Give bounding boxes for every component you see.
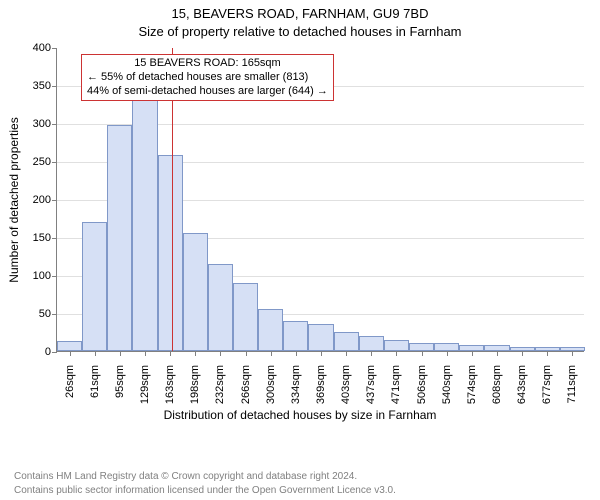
x-tick-label: 198sqm <box>189 363 201 404</box>
x-tick-mark <box>145 351 146 356</box>
chart-title-description: Size of property relative to detached ho… <box>0 24 600 39</box>
x-tick-mark <box>447 351 448 356</box>
y-tick-mark <box>52 276 57 277</box>
x-tick-label: 437sqm <box>365 363 377 404</box>
x-axis-label: Distribution of detached houses by size … <box>0 408 600 422</box>
x-tick-label: 95sqm <box>114 363 126 398</box>
bar <box>283 321 308 351</box>
x-tick-mark <box>396 351 397 356</box>
x-tick-label: 506sqm <box>416 363 428 404</box>
attribution-line-2: Contains public sector information licen… <box>14 485 396 496</box>
x-tick-label: 26sqm <box>64 363 76 398</box>
annotation-line-3: 44% of semi-detached houses are larger (… <box>87 85 328 99</box>
x-tick-mark <box>371 351 372 356</box>
x-tick-mark <box>246 351 247 356</box>
x-tick-label: 643sqm <box>516 363 528 404</box>
bar <box>258 309 283 351</box>
y-tick-label: 400 <box>33 42 51 54</box>
bar <box>82 222 107 351</box>
y-tick-label: 250 <box>33 156 51 168</box>
x-tick-label: 300sqm <box>265 363 277 404</box>
x-tick-mark <box>70 351 71 356</box>
x-tick-mark <box>572 351 573 356</box>
x-tick-mark <box>271 351 272 356</box>
bar <box>208 264 233 351</box>
y-tick-label: 150 <box>33 232 51 244</box>
bar <box>308 324 333 351</box>
x-tick-mark <box>547 351 548 356</box>
y-tick-label: 350 <box>33 80 51 92</box>
x-tick-label: 677sqm <box>541 363 553 404</box>
x-tick-mark <box>422 351 423 356</box>
x-tick-label: 403sqm <box>340 363 352 404</box>
bar <box>434 343 459 351</box>
x-tick-mark <box>472 351 473 356</box>
x-tick-label: 61sqm <box>89 363 101 398</box>
y-tick-mark <box>52 352 57 353</box>
y-tick-mark <box>52 238 57 239</box>
annotation-line-1: 15 BEAVERS ROAD: 165sqm <box>87 57 328 71</box>
chart-title-address: 15, BEAVERS ROAD, FARNHAM, GU9 7BD <box>0 6 600 21</box>
bar <box>158 155 183 351</box>
bar <box>359 336 384 351</box>
x-tick-mark <box>120 351 121 356</box>
bar <box>107 125 132 351</box>
bar <box>384 340 409 351</box>
x-tick-label: 163sqm <box>164 363 176 404</box>
x-tick-mark <box>220 351 221 356</box>
chart-area: Number of detached properties 0501001502… <box>0 42 600 412</box>
y-tick-label: 50 <box>39 308 51 320</box>
x-tick-label: 232sqm <box>214 363 226 404</box>
y-tick-mark <box>52 162 57 163</box>
attribution-line-1: Contains HM Land Registry data © Crown c… <box>14 471 357 482</box>
bar <box>409 343 434 351</box>
x-tick-mark <box>321 351 322 356</box>
bar <box>233 283 258 351</box>
x-tick-mark <box>296 351 297 356</box>
x-tick-mark <box>522 351 523 356</box>
x-tick-label: 334sqm <box>290 363 302 404</box>
bar <box>132 99 157 351</box>
x-tick-label: 129sqm <box>139 363 151 404</box>
y-tick-label: 300 <box>33 118 51 130</box>
x-tick-label: 471sqm <box>390 363 402 404</box>
annotation-box: 15 BEAVERS ROAD: 165sqm← 55% of detached… <box>81 54 334 101</box>
x-tick-mark <box>95 351 96 356</box>
x-tick-label: 711sqm <box>566 363 578 403</box>
x-tick-label: 540sqm <box>441 363 453 404</box>
x-tick-label: 574sqm <box>466 363 478 404</box>
y-tick-label: 0 <box>45 346 51 358</box>
x-tick-mark <box>346 351 347 356</box>
y-tick-label: 100 <box>33 270 51 282</box>
y-tick-mark <box>52 200 57 201</box>
bar <box>57 341 82 351</box>
bar <box>183 233 208 351</box>
y-tick-label: 200 <box>33 194 51 206</box>
x-tick-mark <box>497 351 498 356</box>
x-tick-label: 369sqm <box>315 363 327 404</box>
y-axis-label: Number of detached properties <box>7 117 21 282</box>
x-tick-label: 266sqm <box>240 363 252 404</box>
x-tick-mark <box>195 351 196 356</box>
annotation-line-2: ← 55% of detached houses are smaller (81… <box>87 71 328 85</box>
x-tick-label: 608sqm <box>491 363 503 404</box>
y-tick-mark <box>52 124 57 125</box>
y-tick-mark <box>52 48 57 49</box>
plot-area: 05010015020025030035040026sqm61sqm95sqm1… <box>56 48 584 352</box>
y-tick-mark <box>52 314 57 315</box>
x-tick-mark <box>170 351 171 356</box>
y-tick-mark <box>52 86 57 87</box>
bar <box>334 332 359 351</box>
